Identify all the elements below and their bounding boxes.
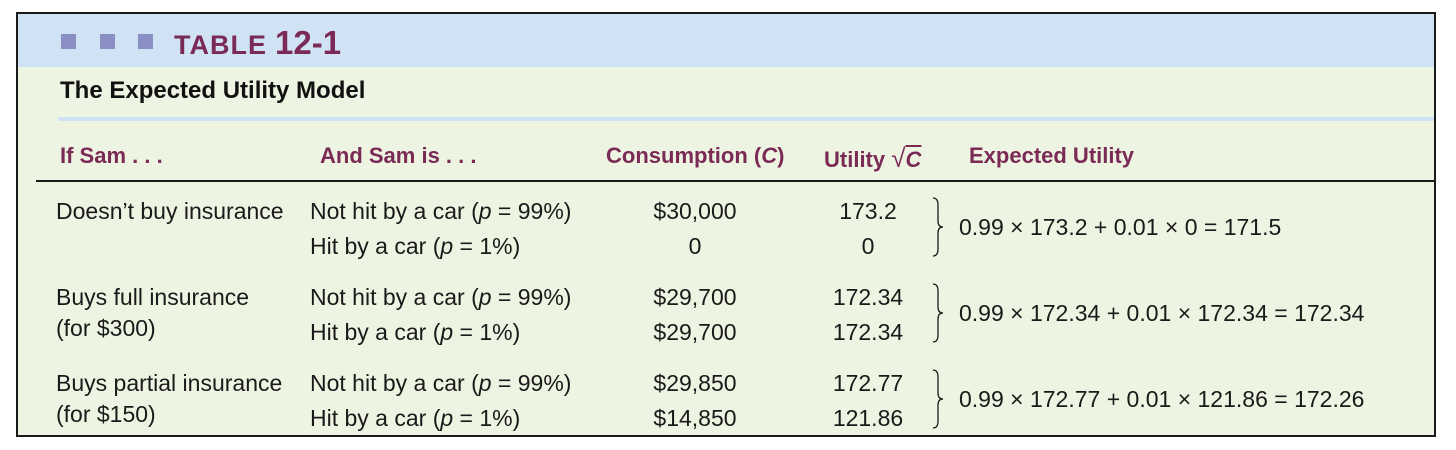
consumption-value: $29,700 [653, 284, 737, 310]
header-utility: Utility √C [824, 143, 922, 173]
consumption-value: 0 [688, 233, 702, 259]
outcome-label: Hit by a car (p = 1%) [310, 319, 521, 345]
consumption-value: $29,850 [653, 370, 737, 396]
table-subtitle: The Expected Utility Model [60, 77, 366, 104]
expected-utility-value: 0.99 × 172.77 + 0.01 × 121.86 = 172.26 [959, 386, 1365, 412]
right-brace-icon [932, 369, 944, 429]
outcome-label: Hit by a car (p = 1%) [310, 405, 521, 431]
header-rule [36, 180, 1436, 182]
header-and-sam-is: And Sam is . . . [320, 143, 477, 168]
consumption-value: $14,850 [653, 405, 737, 431]
utility-value: 172.77 [832, 370, 904, 396]
right-brace-icon [932, 283, 944, 343]
utility-value: 172.34 [832, 284, 904, 310]
consumption-value: $29,700 [653, 319, 737, 345]
row-choice: Buys partial insurance [56, 370, 283, 396]
right-brace-icon [932, 197, 944, 257]
outcome-label: Hit by a car (p = 1%) [310, 233, 521, 259]
table-label: TABLE 12-1 [174, 24, 341, 62]
sqrt-icon: √ [891, 143, 906, 173]
decor-square-icon [100, 34, 115, 49]
subtitle-rule [58, 117, 1434, 121]
header-consumption: Consumption (C) [606, 143, 785, 168]
table-label-number: 12-1 [275, 24, 342, 61]
utility-value: 173.2 [839, 198, 897, 224]
consumption-value: $30,000 [653, 198, 737, 224]
table-frame: TABLE 12-1 The Expected Utility Model If … [16, 12, 1436, 437]
outcome-label: Not hit by a car (p = 99%) [310, 284, 572, 310]
expected-utility-value: 0.99 × 172.34 + 0.01 × 172.34 = 172.34 [959, 300, 1365, 326]
utility-value: 121.86 [832, 405, 904, 431]
decor-square-icon [61, 34, 76, 49]
expected-utility-value: 0.99 × 173.2 + 0.01 × 0 = 171.5 [959, 214, 1282, 240]
utility-value: 172.34 [832, 319, 904, 345]
outcome-label: Not hit by a car (p = 99%) [310, 370, 572, 396]
decor-square-icon [138, 34, 153, 49]
header-if-sam: If Sam . . . [60, 143, 163, 168]
outcome-label: Not hit by a car (p = 99%) [310, 198, 572, 224]
header-expected-utility: Expected Utility [969, 143, 1135, 168]
utility-value: 0 [861, 233, 875, 259]
title-band: TABLE 12-1 [18, 14, 1434, 67]
table-label-word: TABLE [174, 30, 267, 60]
row-choice: Buys full insurance [56, 284, 250, 310]
row-choice-detail: (for $150) [56, 401, 156, 427]
row-choice: Doesn’t buy insurance [56, 198, 284, 224]
row-choice-detail: (for $300) [56, 315, 156, 341]
